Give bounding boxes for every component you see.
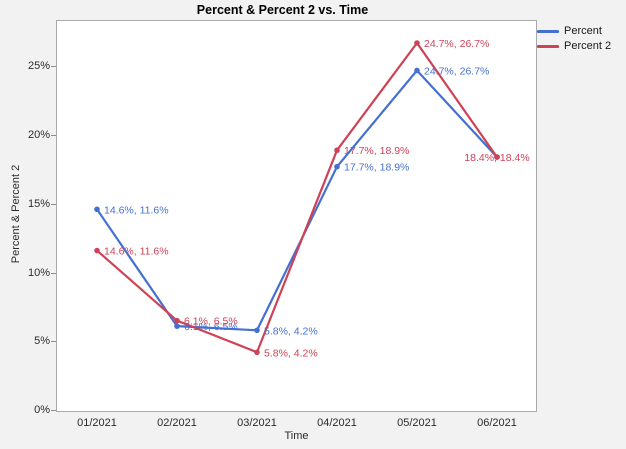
y-axis-tick-label: 15% (27, 197, 50, 210)
x-axis-tick-label: 04/2021 (317, 417, 357, 429)
y-axis-tick-mark (51, 203, 56, 205)
y-axis-tick-mark (51, 135, 56, 137)
point-value-label: 24.7%, 26.7% (424, 38, 489, 50)
point-value-label: 18.4%, 18.4% (464, 152, 529, 164)
point-value-label: 24.7%, 26.7% (424, 65, 489, 77)
y-axis-tick-label: 20% (27, 129, 50, 142)
y-axis-tick-label: 25% (27, 60, 50, 73)
plot-area: 14.6%, 11.6% 6.1%, 6.5% 5.8%, 4.2% 17.7%, 1… (56, 20, 537, 412)
data-point-percent-2[interactable] (254, 349, 260, 356)
data-point-percent[interactable] (334, 163, 340, 170)
legend: Percent Percent 2 (537, 24, 611, 54)
data-point-percent-2[interactable] (174, 317, 180, 324)
y-axis-tick-mark (51, 410, 56, 411)
point-value-label: 5.8%, 4.2% (264, 347, 318, 359)
point-value-label: 17.7%, 18.9% (344, 162, 409, 174)
legend-swatch (537, 29, 559, 33)
x-axis-tick-label: 02/2021 (157, 417, 197, 429)
y-axis-tick-label: 5% (34, 335, 50, 348)
point-value-label: 14.6%, 11.6% (104, 204, 169, 216)
chart-title: Percent & Percent 2 vs. Time (196, 3, 369, 17)
x-axis-tick-label: 03/2021 (237, 417, 277, 429)
y-axis-tick-mark (51, 272, 56, 274)
y-axis-tick-mark (51, 341, 56, 343)
point-value-label: 6.1%, 6.5% (184, 316, 238, 328)
series-line-percent-2[interactable] (96, 41, 498, 354)
data-point-percent[interactable] (254, 327, 260, 334)
x-axis-title: Time (284, 430, 309, 442)
y-axis-tick-label: 0% (34, 404, 50, 416)
plot-svg: 14.6%, 11.6% 6.1%, 6.5% 5.8%, 4.2% 17.7%, 1… (94, 38, 530, 359)
legend-item-label: Percent (564, 25, 602, 37)
series-line-percent[interactable] (96, 69, 498, 332)
legend-item-label: Percent 2 (564, 40, 612, 52)
point-value-label: 5.8%, 4.2% (264, 325, 318, 337)
point-value-label: 14.6%, 11.6% (104, 246, 169, 258)
data-point-percent-2[interactable] (414, 40, 420, 46)
point-value-label: 17.7%, 18.9% (344, 145, 409, 157)
x-axis-tick-label: 01/2021 (77, 417, 117, 429)
point-value-label: 6.1%, 6.5% (184, 321, 238, 333)
legend-item-percent-2[interactable]: Percent 2 (537, 39, 611, 53)
data-point-percent-2[interactable] (94, 247, 100, 254)
data-point-percent[interactable] (94, 206, 100, 213)
x-axis-tick-label: 06/2021 (477, 417, 517, 429)
legend-swatch (537, 44, 559, 48)
y-axis-title: Percent & Percent 2 (10, 164, 22, 264)
data-point-percent-2[interactable] (334, 147, 340, 154)
x-axis-tick-label: 05/2021 (397, 417, 437, 429)
y-axis-tick-label: 10% (27, 266, 50, 279)
legend-item-percent[interactable]: Percent (537, 24, 611, 38)
y-axis-tick-mark (51, 66, 56, 68)
data-point-percent[interactable] (414, 67, 420, 74)
data-point-percent[interactable] (174, 323, 180, 329)
data-point-percent-2[interactable] (494, 154, 500, 160)
